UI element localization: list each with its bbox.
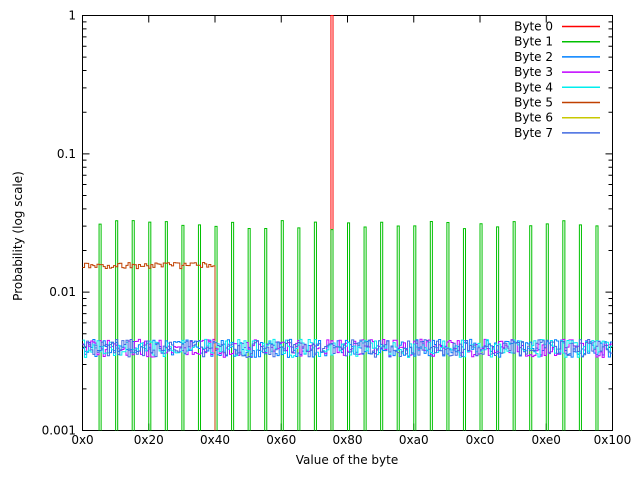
x-tick-label: 0x100 (594, 433, 632, 447)
y-tick-label: 0.01 (49, 285, 76, 299)
legend-entry: Byte 7 (514, 126, 600, 140)
y-axis-label: Probability (log scale) (11, 171, 25, 301)
legend-label: Byte 4 (514, 80, 553, 94)
legend-label: Byte 7 (514, 126, 553, 140)
x-tick-label: 0x40 (200, 433, 230, 447)
legend-entry: Byte 0 (514, 20, 600, 34)
y-tick-label: 1 (68, 9, 76, 23)
legend-entry: Byte 2 (514, 50, 600, 64)
x-tick-label: 0x80 (332, 433, 362, 447)
x-tick-label: 0x60 (266, 433, 296, 447)
legend-label: Byte 5 (514, 96, 553, 110)
legend-entry: Byte 3 (514, 65, 600, 79)
series-byte-7 (82, 339, 613, 358)
x-tick-label: 0xc0 (466, 433, 495, 447)
legend-entry: Byte 5 (514, 96, 600, 110)
legend-label: Byte 6 (514, 111, 553, 125)
legend-label: Byte 3 (514, 65, 553, 79)
series-byte-5 (82, 262, 216, 431)
x-tick-label: 0x20 (134, 433, 164, 447)
x-tick-label: 0x0 (71, 433, 93, 447)
x-tick-label: 0xe0 (532, 433, 561, 447)
y-tick-label: 0.1 (57, 147, 76, 161)
legend-entry: Byte 1 (514, 35, 600, 49)
series-byte-4 (82, 338, 613, 358)
x-axis-label: Value of the byte (296, 453, 398, 467)
series-byte-0 (330, 15, 334, 431)
legend-entry: Byte 4 (514, 80, 600, 94)
series-byte-1 (98, 220, 599, 431)
legend-label: Byte 1 (514, 35, 553, 49)
y-tick-label: 0.001 (42, 424, 76, 438)
x-tick-label: 0xa0 (399, 433, 429, 447)
series-layer (82, 15, 613, 431)
legend-label: Byte 2 (514, 50, 553, 64)
legend-label: Byte 0 (514, 20, 553, 34)
legend-entry: Byte 6 (514, 111, 600, 125)
